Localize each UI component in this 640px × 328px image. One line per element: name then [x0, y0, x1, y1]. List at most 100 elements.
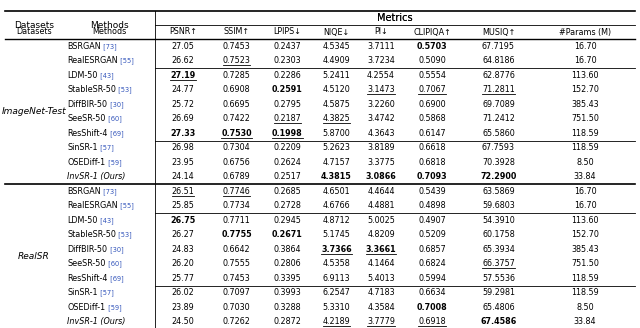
Text: 67.7593: 67.7593 [482, 143, 515, 152]
Text: 3.7366: 3.7366 [321, 245, 352, 254]
Text: MUSIQ↑: MUSIQ↑ [482, 28, 515, 36]
Text: SinSR-1: SinSR-1 [67, 288, 97, 297]
Text: 26.69: 26.69 [172, 114, 195, 123]
Text: 5.0025: 5.0025 [367, 216, 395, 225]
Text: [69]: [69] [108, 275, 124, 282]
Text: 3.0866: 3.0866 [365, 172, 396, 181]
Text: 6.9113: 6.9113 [323, 274, 350, 283]
Text: 0.6756: 0.6756 [223, 158, 250, 167]
Text: 25.72: 25.72 [172, 100, 195, 109]
Text: 16.70: 16.70 [573, 56, 596, 65]
Text: 0.2286: 0.2286 [274, 71, 301, 80]
Text: 27.33: 27.33 [170, 129, 196, 138]
Text: [57]: [57] [98, 144, 114, 151]
Text: 118.59: 118.59 [571, 288, 599, 297]
Text: 0.6634: 0.6634 [419, 288, 445, 297]
Text: [53]: [53] [116, 86, 132, 93]
Text: NIQE↓: NIQE↓ [323, 28, 349, 36]
Text: 4.6501: 4.6501 [323, 187, 350, 196]
Text: 4.5358: 4.5358 [323, 259, 350, 268]
Text: Datasets: Datasets [16, 28, 52, 36]
Text: 26.27: 26.27 [172, 230, 195, 239]
Text: 4.8712: 4.8712 [323, 216, 350, 225]
Text: 0.2795: 0.2795 [273, 100, 301, 109]
Text: [69]: [69] [108, 130, 124, 137]
Text: 0.5209: 0.5209 [418, 230, 446, 239]
Text: 65.5860: 65.5860 [482, 129, 515, 138]
Text: 16.70: 16.70 [573, 187, 596, 196]
Text: 59.2981: 59.2981 [482, 288, 515, 297]
Text: DiffBIR-50: DiffBIR-50 [67, 245, 107, 254]
Text: 0.2685: 0.2685 [274, 187, 301, 196]
Text: [60]: [60] [106, 260, 122, 267]
Text: 26.75: 26.75 [170, 216, 196, 225]
Text: StableSR-50: StableSR-50 [67, 230, 116, 239]
Text: 70.3928: 70.3928 [482, 158, 515, 167]
Text: 8.50: 8.50 [576, 158, 594, 167]
Text: 3.7234: 3.7234 [367, 56, 395, 65]
Text: 0.2303: 0.2303 [274, 56, 301, 65]
Text: 0.2806: 0.2806 [274, 259, 301, 268]
Text: 0.7422: 0.7422 [223, 114, 250, 123]
Text: 0.2728: 0.2728 [273, 201, 301, 210]
Text: 64.8186: 64.8186 [483, 56, 515, 65]
Text: [55]: [55] [118, 57, 134, 64]
Text: 0.5439: 0.5439 [418, 187, 446, 196]
Text: 24.83: 24.83 [172, 245, 195, 254]
Text: 0.5868: 0.5868 [418, 114, 446, 123]
Text: 0.7304: 0.7304 [223, 143, 250, 152]
Text: SSIM↑: SSIM↑ [223, 28, 250, 36]
Text: 3.7111: 3.7111 [367, 42, 395, 51]
Text: 0.3993: 0.3993 [274, 288, 301, 297]
Text: 65.3934: 65.3934 [482, 245, 515, 254]
Text: 3.8189: 3.8189 [367, 143, 395, 152]
Text: 0.5090: 0.5090 [418, 56, 446, 65]
Text: 152.70: 152.70 [571, 85, 599, 94]
Text: [59]: [59] [106, 159, 122, 166]
Text: 3.1473: 3.1473 [367, 85, 395, 94]
Text: [60]: [60] [106, 115, 122, 122]
Text: PSNR↑: PSNR↑ [169, 28, 197, 36]
Text: 26.62: 26.62 [172, 56, 195, 65]
Text: 33.84: 33.84 [573, 172, 596, 181]
Text: 59.6803: 59.6803 [482, 201, 515, 210]
Text: LDM-50: LDM-50 [67, 71, 97, 80]
Text: 0.7093: 0.7093 [417, 172, 447, 181]
Text: 71.2412: 71.2412 [482, 114, 515, 123]
Text: 113.60: 113.60 [572, 71, 599, 80]
Text: 5.4013: 5.4013 [367, 274, 395, 283]
Text: 72.2900: 72.2900 [480, 172, 516, 181]
Text: 0.6824: 0.6824 [418, 259, 446, 268]
Text: OSEDiff-1: OSEDiff-1 [67, 303, 105, 312]
Text: [30]: [30] [108, 246, 124, 253]
Text: Methods: Methods [92, 28, 126, 36]
Text: 0.6900: 0.6900 [418, 100, 446, 109]
Text: 0.7530: 0.7530 [221, 129, 252, 138]
Text: 751.50: 751.50 [571, 259, 599, 268]
Text: 0.7755: 0.7755 [221, 230, 252, 239]
Text: 0.3395: 0.3395 [274, 274, 301, 283]
Text: 0.4898: 0.4898 [418, 201, 446, 210]
Text: [57]: [57] [98, 289, 114, 296]
Text: SinSR-1: SinSR-1 [67, 143, 97, 152]
Text: BSRGAN: BSRGAN [67, 42, 100, 51]
Text: 0.7746: 0.7746 [223, 187, 250, 196]
Text: 3.4742: 3.4742 [367, 114, 395, 123]
Text: 0.6618: 0.6618 [419, 143, 445, 152]
Text: [43]: [43] [98, 72, 114, 79]
Text: 23.89: 23.89 [172, 303, 195, 312]
Text: 66.3757: 66.3757 [482, 259, 515, 268]
Text: 118.59: 118.59 [571, 143, 599, 152]
Text: 0.2671: 0.2671 [272, 230, 303, 239]
Text: 6.2547: 6.2547 [323, 288, 351, 297]
Text: [53]: [53] [116, 231, 132, 238]
Text: 0.6908: 0.6908 [223, 85, 250, 94]
Text: 27.05: 27.05 [172, 42, 195, 51]
Text: 16.70: 16.70 [573, 201, 596, 210]
Text: RealESRGAN: RealESRGAN [67, 201, 118, 210]
Text: 0.7262: 0.7262 [223, 317, 250, 326]
Text: 4.7183: 4.7183 [367, 288, 395, 297]
Text: 24.14: 24.14 [172, 172, 195, 181]
Text: [30]: [30] [108, 101, 124, 108]
Text: 385.43: 385.43 [571, 100, 599, 109]
